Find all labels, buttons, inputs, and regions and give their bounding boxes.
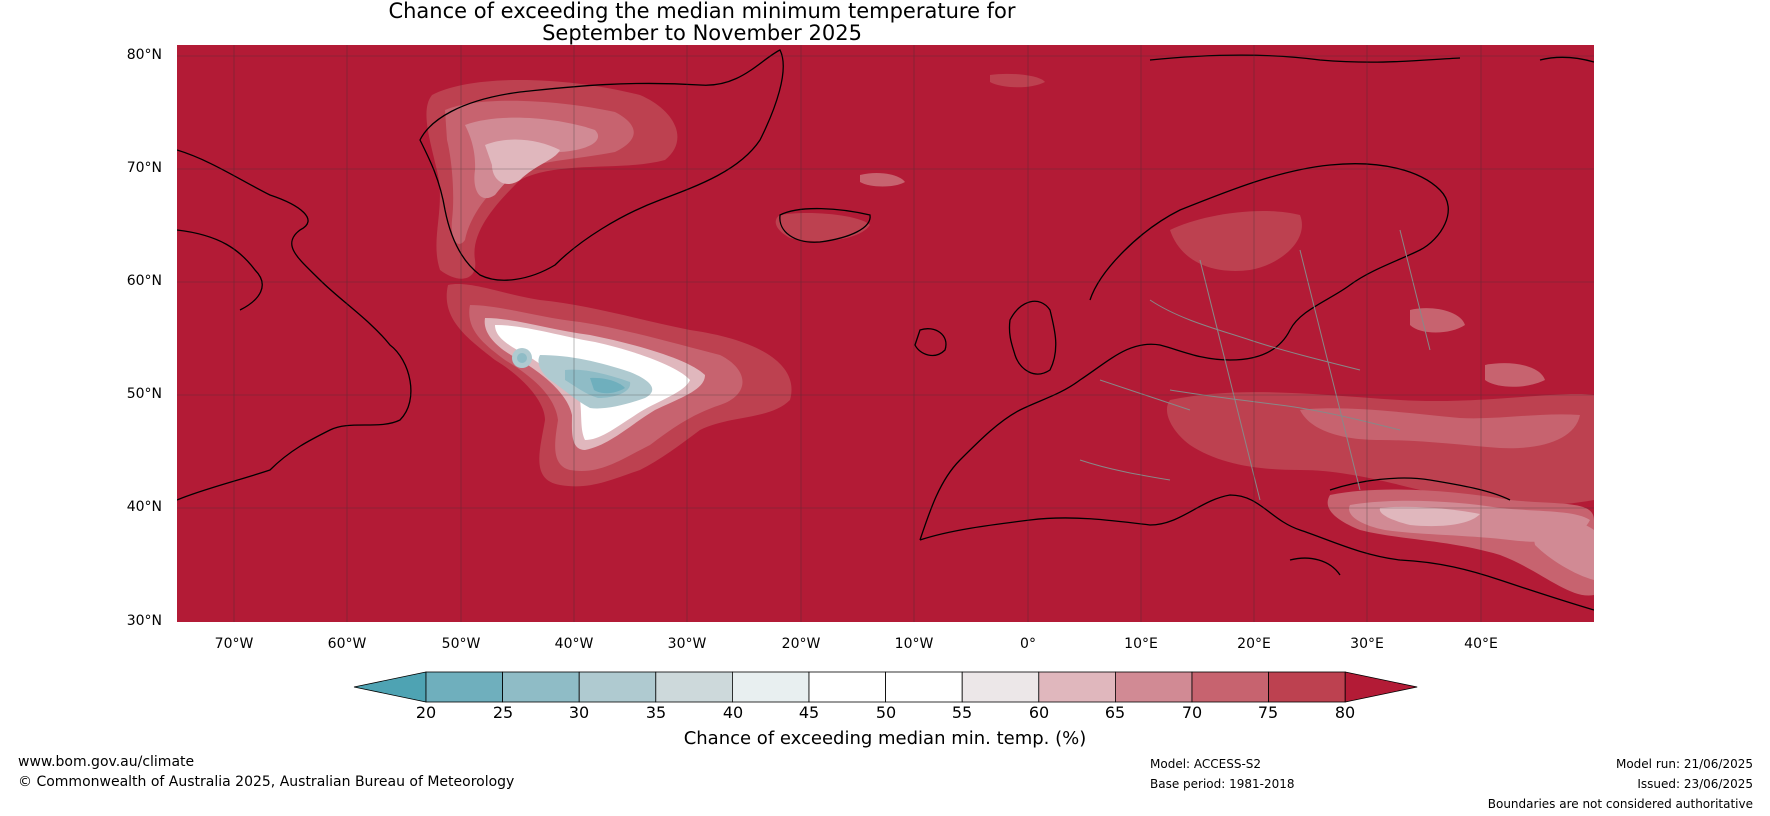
lat-label-80n: 80°N <box>126 47 162 63</box>
colorbar-segment <box>961 671 1040 703</box>
colorbar-tick-65: 65 <box>1104 703 1126 722</box>
colorbar-segment <box>502 671 580 703</box>
lon-label-10e: 10°E <box>1124 636 1158 652</box>
colorbar-segment <box>655 671 733 703</box>
lon-label-40w: 40°W <box>554 636 594 652</box>
colorbar-tick-55: 55 <box>951 703 973 722</box>
map-background <box>177 45 1594 622</box>
colorbar-extend-high <box>1344 671 1418 703</box>
colorbar <box>353 671 1418 703</box>
lon-label-20w: 20°W <box>781 636 821 652</box>
footer-copyright: © Commonwealth of Australia 2025, Austra… <box>18 774 515 790</box>
lon-label-10w: 10°W <box>894 636 934 652</box>
lon-label-0: 0° <box>1020 636 1036 652</box>
footer-website: www.bom.gov.au/climate <box>18 754 195 770</box>
colorbar-tick-20: 20 <box>415 703 437 722</box>
colorbar-tick-80: 80 <box>1334 703 1356 722</box>
colorbar-tick-40: 40 <box>722 703 744 722</box>
lon-label-30w: 30°W <box>667 636 707 652</box>
colorbar-tick-50: 50 <box>875 703 897 722</box>
colorbar-segment <box>808 671 886 703</box>
colorbar-segment <box>1268 671 1346 703</box>
country-borders <box>1079 229 1431 501</box>
footer-disclaimer: Boundaries are not considered authoritat… <box>1487 797 1753 811</box>
map-title-line1: Chance of exceeding the median minimum t… <box>388 0 1016 23</box>
graticule <box>177 45 1594 622</box>
footer-base-period: Base period: 1981-2018 <box>1150 777 1295 791</box>
lat-label-40n: 40°N <box>126 499 162 515</box>
lon-label-30e: 30°E <box>1350 636 1384 652</box>
footer-model: Model: ACCESS-S2 <box>1150 757 1262 771</box>
lon-label-50w: 50°W <box>441 636 481 652</box>
colorbar-segment <box>732 671 810 703</box>
lon-label-60w: 60°W <box>327 636 367 652</box>
colorbar-tick-25: 25 <box>492 703 514 722</box>
colorbar-segment <box>1038 671 1116 703</box>
lat-label-50n: 50°N <box>126 386 162 402</box>
lat-label-70n: 70°N <box>126 160 162 176</box>
lat-label-30n: 30°N <box>126 613 162 629</box>
colorbar-tick-30: 30 <box>568 703 590 722</box>
colorbar-label: Chance of exceeding median min. temp. (%… <box>683 728 1087 749</box>
map-title-line2: September to November 2025 <box>542 21 862 45</box>
colorbar-segment <box>1115 671 1193 703</box>
footer-issued: Issued: 23/06/2025 <box>1637 777 1753 791</box>
colorbar-tick-60: 60 <box>1028 703 1050 722</box>
colorbar-segment <box>1191 671 1269 703</box>
colorbar-segment <box>885 671 963 703</box>
lon-label-70w: 70°W <box>214 636 254 652</box>
lon-label-20e: 20°E <box>1237 636 1271 652</box>
footer-model-run: Model run: 21/06/2025 <box>1615 757 1753 771</box>
colorbar-tick-75: 75 <box>1257 703 1279 722</box>
colorbar-tick-35: 35 <box>645 703 667 722</box>
lat-label-60n: 60°N <box>126 273 162 289</box>
lon-label-40e: 40°E <box>1464 636 1498 652</box>
colorbar-tick-45: 45 <box>798 703 820 722</box>
colorbar-segment <box>578 671 657 703</box>
probability-contours <box>426 73 1594 596</box>
colorbar-tick-70: 70 <box>1181 703 1203 722</box>
colorbar-extend-low <box>353 671 427 703</box>
colorbar-segment <box>425 671 503 703</box>
